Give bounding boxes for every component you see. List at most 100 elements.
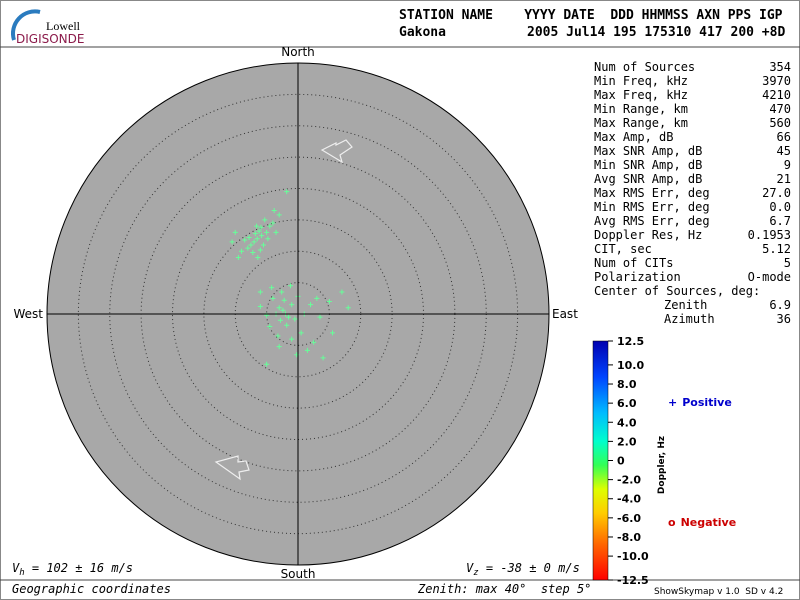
param-label: Center of Sources, deg: [594,284,760,298]
west-label: West [13,307,43,321]
logo-arc [11,9,41,41]
param-value: 45 [777,144,791,158]
header-values: 2005 Jul14 195 175310 417 200 +8D [527,25,785,40]
source-point [339,289,345,295]
source-point [258,224,264,230]
source-point [281,297,287,303]
param-value: 560 [769,116,791,130]
param-value: 6.7 [769,214,791,228]
param-label: Min SNR Amp, dB [594,158,702,172]
param-label: Max Range, km [594,116,688,130]
source-point [273,229,279,235]
source-point [270,295,276,301]
param-label: Avg RMS Err, deg [594,214,710,228]
source-point [264,229,270,235]
param-value: 21 [777,172,791,186]
param-label: Zenith [664,298,707,312]
source-point [267,324,273,330]
param-value: 9 [784,158,791,172]
source-point [280,307,286,313]
source-point [229,239,235,245]
arrow [320,139,353,164]
colorbar-tick-label: 8.0 [617,378,637,391]
param-value: 0.1953 [748,228,791,242]
param-value: 6.9 [769,298,791,312]
legend-entry: o Negative [668,516,736,529]
source-point [277,317,283,323]
vz: Vz = -38 ± 0 m/s [466,561,580,578]
colorbar-tick-label: -4.0 [617,493,641,506]
station: Gakona [399,25,446,40]
source-point [254,223,260,229]
source-point [269,285,275,291]
coords: Geographic coordinates [12,582,171,596]
legend-marker: + [668,396,677,409]
source-point [248,242,254,248]
colorbar-tick-label: -6.0 [617,512,641,525]
source-point [252,231,258,237]
param-label: Num of Sources [594,60,695,74]
source-point [311,339,317,345]
legend-text: Positive [682,396,732,409]
source-point [257,247,263,253]
source-point [259,233,265,239]
source-point [260,242,266,248]
param-value: 4210 [762,88,791,102]
param-value: 5 [784,256,791,270]
param-label: Min Freq, kHz [594,74,688,88]
source-point [276,344,282,350]
source-point [246,234,252,240]
source-point [289,336,295,342]
param-label: Avg SNR Amp, dB [594,172,702,186]
source-point [276,305,282,311]
east-label: East [552,307,578,321]
legend-marker: o [668,516,676,529]
source-point [242,237,248,243]
param-label: Min RMS Err, deg [594,200,710,214]
source-point [287,283,293,289]
param-label: CIT, sec [594,242,652,256]
logo: Lowell DIGISONDE [11,9,84,46]
source-point [320,355,326,361]
source-point [289,302,295,308]
source-point [256,228,262,234]
source-point [245,245,251,251]
colorbar-ticks: 12.5 10.0 8.0 6.0 4.0 2.0 0 -2.0 -4.0 -6.0 -8.0 -10… [608,335,649,587]
colorbar-tick-label: 10.0 [617,359,644,372]
source-point [239,248,245,254]
param-value: 5.12 [762,242,791,256]
source-point [251,239,257,245]
zenith-info: Zenith: max 40° step 5° [417,582,591,596]
south-label: South [281,567,316,581]
param-label: Max SNR Amp, dB [594,144,702,158]
arrow [214,455,250,481]
source-point [326,298,332,304]
param-label: Azimuth [664,312,715,326]
source-point [271,207,277,213]
colorbar-tick-label: 4.0 [617,416,637,429]
source-point [262,217,268,223]
param-value: 36 [777,312,791,326]
source-point [257,289,263,295]
source-point [286,314,292,320]
param-value: 470 [769,102,791,116]
source-point [284,189,290,195]
param-label: Doppler Res, Hz [594,228,702,242]
colorbar-tick-label: -12.5 [617,574,649,587]
source-point [270,220,276,226]
logo-top: Lowell [46,19,81,33]
colorbar-tick-label: -8.0 [617,531,641,544]
param-label: Max Freq, kHz [594,88,688,102]
param-label: Max Amp, dB [594,130,673,144]
version: ShowSkymap v 1.0 SD v 4.2 [654,587,783,597]
source-point [264,361,270,367]
legend-entry: + Positive [668,396,732,409]
colorbar-tick-label: 6.0 [617,397,637,410]
parameters: Num of Sources 354 Min Freq, kHz 3970 Max Fr… [594,60,791,326]
source-point [304,347,310,353]
source-point [345,305,351,311]
param-value: 3970 [762,74,791,88]
source-point [284,322,290,328]
param-value: 354 [769,60,791,74]
